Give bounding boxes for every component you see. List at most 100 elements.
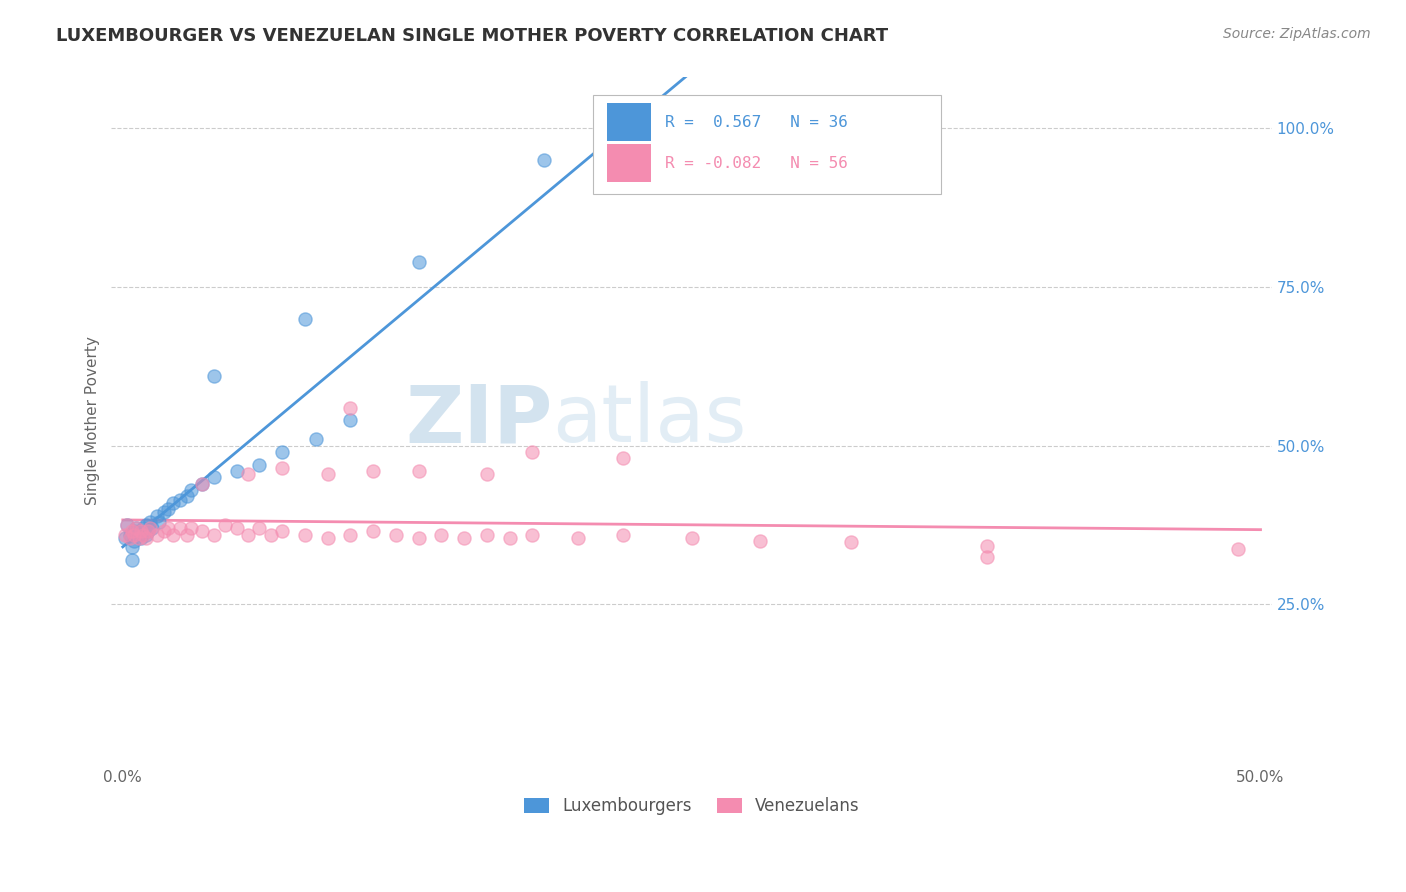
Point xyxy=(157,521,180,535)
Legend: Luxembourgers, Venezuelans: Luxembourgers, Venezuelans xyxy=(516,789,868,823)
Point xyxy=(122,524,145,539)
Point xyxy=(294,311,316,326)
Point xyxy=(636,121,658,136)
Point xyxy=(498,531,520,545)
Point xyxy=(117,518,139,533)
Point xyxy=(385,527,408,541)
Point xyxy=(214,518,236,533)
Point xyxy=(122,527,145,541)
Point xyxy=(129,531,152,545)
Point xyxy=(191,476,214,491)
Point xyxy=(114,527,136,541)
Point xyxy=(294,527,316,541)
Point xyxy=(408,531,430,545)
Point xyxy=(152,524,174,539)
Point xyxy=(191,476,214,491)
Point xyxy=(121,541,143,555)
Point xyxy=(612,451,634,466)
Point xyxy=(139,515,162,529)
Point xyxy=(157,502,180,516)
Point xyxy=(141,521,163,535)
Point xyxy=(533,153,555,167)
Point xyxy=(316,531,339,545)
Point xyxy=(453,531,475,545)
Point xyxy=(125,521,148,535)
Point xyxy=(976,549,998,564)
Point xyxy=(225,464,247,478)
Point xyxy=(748,533,770,548)
Point xyxy=(180,483,202,497)
Point xyxy=(180,521,202,535)
Text: ZIP: ZIP xyxy=(405,381,553,459)
Point xyxy=(225,521,247,535)
Point xyxy=(339,413,361,427)
Point xyxy=(522,527,544,541)
Point xyxy=(146,527,169,541)
Point xyxy=(118,527,141,541)
Point xyxy=(132,521,155,535)
Point xyxy=(139,521,162,535)
Point xyxy=(316,467,339,482)
Point xyxy=(191,524,214,539)
Text: Source: ZipAtlas.com: Source: ZipAtlas.com xyxy=(1223,27,1371,41)
Point xyxy=(361,524,384,539)
Point xyxy=(271,524,294,539)
Point xyxy=(135,531,157,545)
Point xyxy=(1226,541,1249,556)
Point xyxy=(202,527,225,541)
Point xyxy=(247,521,270,535)
Point xyxy=(271,445,294,459)
Point xyxy=(135,518,157,533)
Point xyxy=(430,527,453,541)
Point xyxy=(339,401,361,415)
Point xyxy=(132,527,155,541)
Bar xyxy=(593,95,941,194)
Point xyxy=(408,254,430,268)
Point xyxy=(681,531,703,545)
Point xyxy=(148,515,170,529)
Point xyxy=(136,524,159,539)
Point xyxy=(129,524,152,539)
Bar xyxy=(607,145,651,182)
Text: LUXEMBOURGER VS VENEZUELAN SINGLE MOTHER POVERTY CORRELATION CHART: LUXEMBOURGER VS VENEZUELAN SINGLE MOTHER… xyxy=(56,27,889,45)
Point xyxy=(162,496,184,510)
Point xyxy=(236,467,259,482)
Point xyxy=(169,521,191,535)
Point xyxy=(839,535,862,549)
Point xyxy=(169,492,191,507)
Text: atlas: atlas xyxy=(553,381,747,459)
Point xyxy=(114,531,136,545)
Bar xyxy=(607,103,651,141)
Point xyxy=(361,464,384,478)
Point xyxy=(475,527,498,541)
Point xyxy=(976,539,998,553)
Point xyxy=(202,470,225,484)
Point xyxy=(128,527,150,541)
Point xyxy=(117,518,139,533)
Point xyxy=(128,531,150,545)
Point xyxy=(339,527,361,541)
Point xyxy=(202,368,225,383)
Point xyxy=(260,527,283,541)
Point xyxy=(522,445,544,459)
Point xyxy=(408,464,430,478)
Point xyxy=(475,467,498,482)
Point xyxy=(305,433,328,447)
Point xyxy=(162,527,184,541)
Point xyxy=(176,527,198,541)
Point xyxy=(247,458,270,472)
Point xyxy=(176,490,198,504)
Point xyxy=(136,524,159,539)
Point xyxy=(121,524,143,539)
Point xyxy=(236,527,259,541)
Point xyxy=(152,505,174,519)
Point xyxy=(567,531,589,545)
Y-axis label: Single Mother Poverty: Single Mother Poverty xyxy=(86,336,100,505)
Point xyxy=(271,461,294,475)
Point xyxy=(612,527,634,541)
Point xyxy=(118,531,141,545)
Point xyxy=(146,508,169,523)
Point xyxy=(122,533,145,548)
Point xyxy=(121,553,143,567)
Text: R = -0.082   N = 56: R = -0.082 N = 56 xyxy=(665,155,848,170)
